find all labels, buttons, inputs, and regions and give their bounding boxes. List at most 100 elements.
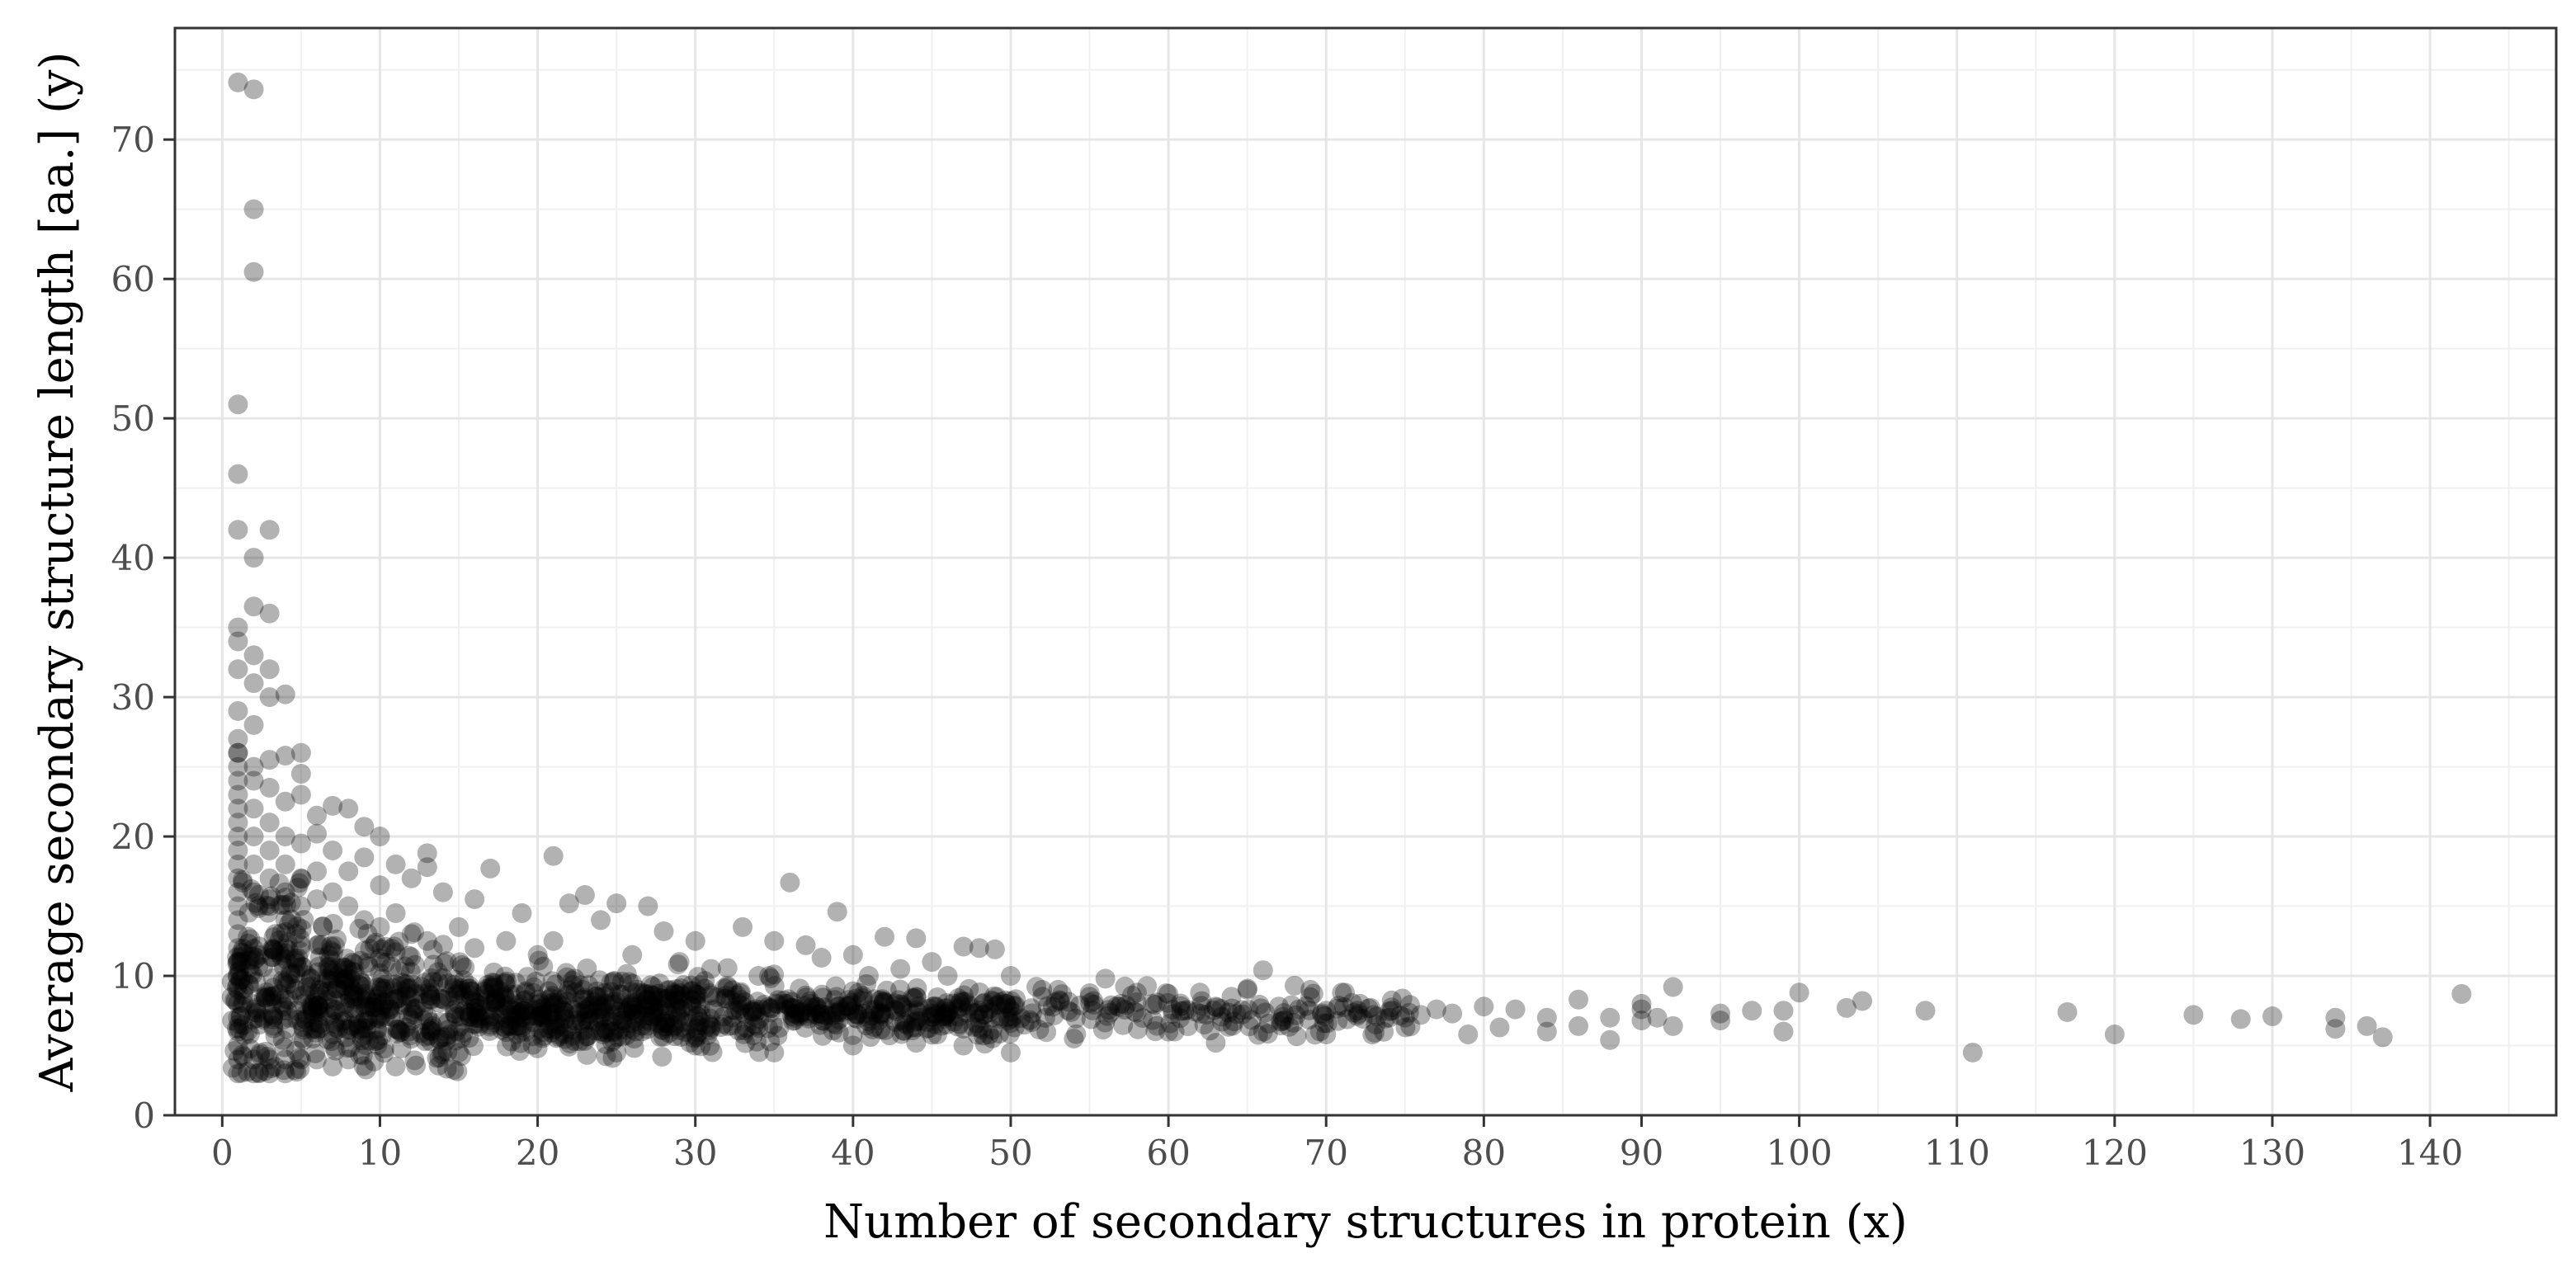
data-point	[343, 997, 364, 1018]
data-point	[959, 998, 979, 1019]
data-point	[228, 631, 248, 652]
data-point	[502, 1007, 522, 1028]
data-point	[572, 1011, 592, 1031]
data-point	[701, 1016, 721, 1037]
data-point	[291, 1028, 312, 1048]
data-point	[892, 996, 913, 1017]
x-tick-label: 110	[1924, 1133, 1990, 1173]
data-point	[884, 999, 904, 1020]
data-point	[222, 1058, 243, 1078]
data-point	[495, 989, 516, 1010]
data-point	[411, 977, 432, 997]
data-point	[658, 1013, 679, 1034]
data-point	[922, 1025, 942, 1045]
data-point	[545, 994, 566, 1015]
data-point	[420, 989, 441, 1010]
data-point	[540, 1007, 560, 1028]
data-point	[688, 967, 709, 987]
data-point	[326, 978, 347, 999]
data-point	[1080, 992, 1101, 1013]
data-point	[545, 1014, 565, 1034]
data-point	[852, 991, 873, 1011]
data-point	[1314, 1006, 1335, 1026]
data-point	[275, 746, 295, 766]
data-point	[351, 1030, 372, 1051]
data-point	[533, 1025, 554, 1046]
data-point	[233, 1015, 253, 1035]
data-point	[479, 978, 500, 998]
data-point	[813, 1011, 833, 1031]
data-point	[909, 1011, 930, 1031]
data-point	[318, 945, 339, 965]
data-point	[807, 996, 828, 1017]
data-point	[1332, 982, 1352, 1003]
data-point	[261, 1058, 281, 1079]
data-point	[279, 1007, 300, 1028]
data-point	[415, 972, 436, 992]
data-point	[944, 1011, 965, 1032]
data-point	[1081, 1009, 1102, 1029]
data-point	[228, 1049, 248, 1070]
data-point	[616, 1025, 637, 1046]
data-point	[1536, 1007, 1557, 1028]
data-point	[307, 1019, 328, 1039]
data-point	[496, 1008, 517, 1029]
data-point	[956, 1002, 977, 1023]
data-point	[764, 964, 785, 985]
data-point	[1045, 992, 1066, 1012]
data-point	[368, 977, 389, 997]
data-point	[1347, 1006, 1367, 1026]
data-point	[1366, 1015, 1386, 1035]
data-point	[795, 985, 816, 1006]
minor-gridlines	[175, 28, 2556, 1115]
data-point	[278, 989, 299, 1010]
data-point	[826, 1015, 847, 1035]
data-point	[480, 1010, 501, 1030]
data-point	[372, 981, 393, 1001]
data-point	[749, 1009, 770, 1029]
data-point	[587, 981, 607, 1001]
data-point	[371, 978, 392, 999]
data-point	[484, 975, 504, 996]
x-tick-label: 40	[831, 1133, 875, 1173]
data-point	[342, 1015, 362, 1036]
data-point	[386, 1019, 407, 1039]
data-point	[764, 976, 785, 996]
data-point	[785, 1004, 805, 1025]
data-point	[960, 996, 980, 1016]
data-point	[624, 1008, 644, 1029]
data-point	[273, 956, 294, 977]
data-point	[626, 1003, 647, 1024]
data-point	[714, 1014, 734, 1034]
data-point	[538, 1019, 559, 1039]
data-point	[309, 979, 329, 1000]
data-point	[556, 992, 577, 1012]
data-point	[524, 977, 545, 997]
data-point	[338, 997, 359, 1018]
data-point	[420, 984, 441, 1005]
data-point	[484, 1000, 504, 1020]
data-point	[1111, 993, 1131, 1014]
data-point	[276, 949, 296, 969]
data-point	[591, 910, 611, 930]
data-point	[1171, 1001, 1191, 1021]
data-point	[653, 1020, 673, 1041]
data-point	[602, 1048, 623, 1068]
data-point	[289, 873, 309, 893]
data-point	[2357, 1015, 2377, 1036]
data-point	[432, 882, 453, 902]
data-point	[732, 996, 753, 1016]
data-point	[821, 1006, 842, 1026]
data-point	[827, 902, 847, 922]
data-point	[673, 986, 694, 1006]
data-point	[902, 1020, 922, 1041]
data-point	[492, 1020, 512, 1040]
data-point	[309, 956, 329, 977]
data-point	[323, 1056, 343, 1076]
data-point	[953, 1035, 974, 1056]
data-point	[778, 989, 799, 1010]
data-point	[228, 882, 248, 902]
data-point	[785, 999, 805, 1020]
data-point	[589, 970, 610, 991]
data-point	[308, 996, 328, 1016]
